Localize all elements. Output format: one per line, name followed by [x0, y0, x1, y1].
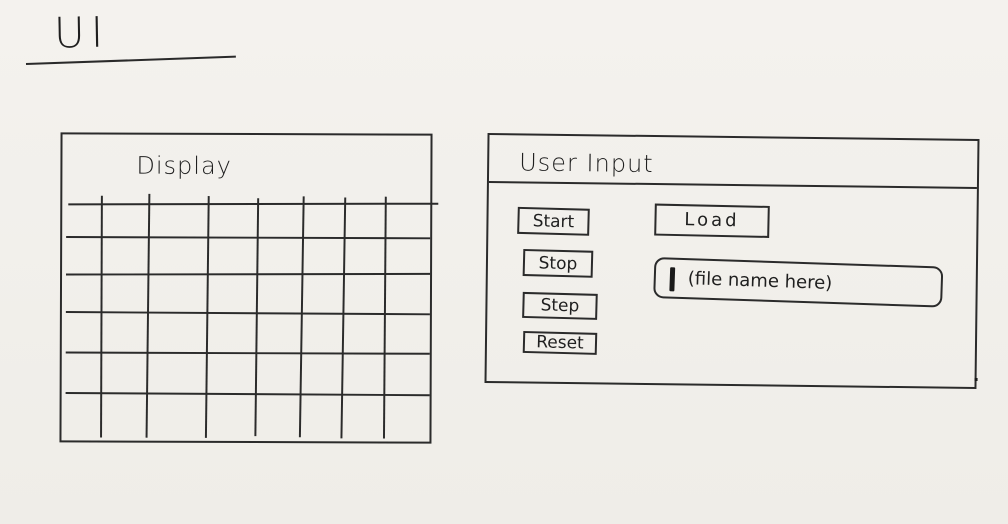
grid-col-line — [100, 195, 103, 438]
load-button[interactable]: Load — [654, 203, 770, 238]
file-name-input[interactable] — [653, 257, 944, 308]
grid-col-line — [298, 196, 305, 438]
grid-col-line — [340, 197, 347, 439]
stop-button[interactable]: Stop — [522, 248, 594, 278]
grid-col-line — [204, 196, 210, 438]
page-title: UI — [53, 7, 110, 58]
start-button[interactable]: Start — [517, 206, 590, 236]
grid-horizontal-lines — [65, 236, 431, 397]
grid-col-line — [382, 196, 387, 439]
user-input-panel: User Input Start Stop Step Reset Load — [484, 133, 980, 389]
grid-row-line — [65, 311, 431, 316]
reset-button[interactable]: Reset — [522, 330, 598, 355]
grid-row-line — [66, 236, 431, 240]
text-cursor-icon — [669, 267, 676, 292]
user-input-header: User Input — [488, 135, 978, 189]
grid-row-line — [65, 392, 431, 397]
grid-col-line — [145, 193, 151, 438]
panel-corner-mark — [974, 377, 978, 382]
grid-row-line — [65, 351, 431, 355]
grid-row-line — [66, 272, 431, 276]
user-input-title: User Input — [519, 148, 654, 179]
step-button[interactable]: Step — [522, 291, 598, 320]
display-grid — [65, 193, 431, 439]
grid-col-line — [254, 198, 260, 437]
display-panel: Display — [59, 132, 439, 444]
grid-vertical-lines — [100, 193, 387, 439]
